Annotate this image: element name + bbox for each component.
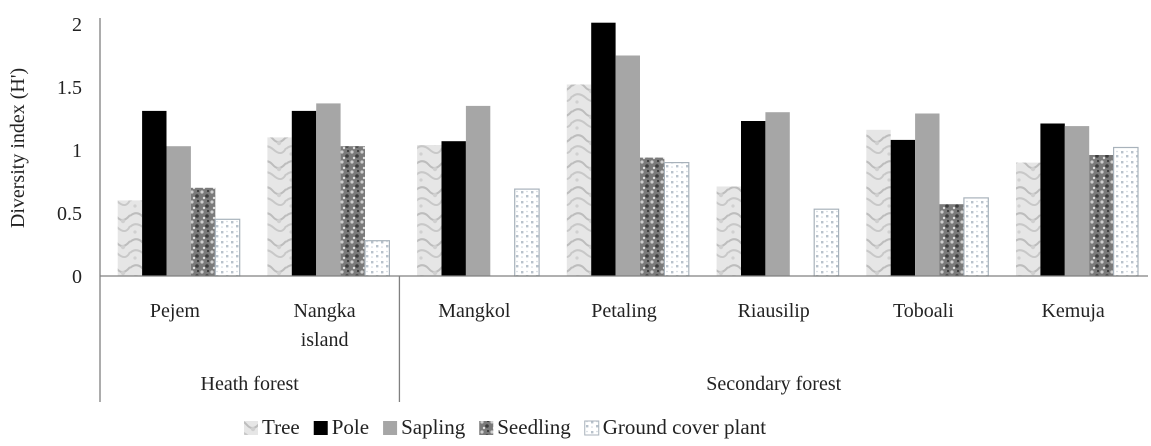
legend-swatch-tree	[244, 421, 258, 435]
bar-tree	[417, 145, 442, 276]
y-axis-title: Diversity index (H')	[7, 68, 29, 228]
bar-ground	[663, 162, 690, 277]
legend-swatch-ground	[584, 420, 600, 436]
bar-ground	[1112, 146, 1139, 277]
bar-pole	[441, 141, 466, 276]
bar-sapling	[166, 146, 191, 276]
category-label: island	[301, 329, 349, 351]
bar-sapling	[1064, 126, 1090, 276]
legend-swatch-pole	[313, 421, 328, 435]
category-label: Riausilip	[738, 300, 810, 322]
bar-pole	[291, 110, 317, 277]
bar-sapling	[765, 112, 790, 276]
bar-pole	[741, 121, 766, 276]
legend-label: Tree	[262, 415, 300, 439]
legend-label: Seedling	[497, 415, 571, 439]
series-sapling	[166, 55, 1090, 277]
bar-pole	[890, 139, 916, 276]
bar-seedling	[340, 146, 365, 276]
bar-seedling	[640, 157, 665, 276]
bar-tree	[566, 84, 592, 276]
category-label: Petaling	[591, 300, 657, 322]
legend-swatch-seedling	[479, 421, 494, 435]
bar-ground	[963, 197, 989, 277]
legend-label: Ground cover plant	[603, 415, 766, 439]
bar-ground	[214, 218, 241, 277]
series-seedling	[190, 146, 1114, 276]
legend-label: Pole	[332, 415, 369, 439]
bar-seedling	[1089, 155, 1114, 276]
series-ground	[214, 146, 1139, 277]
bar-sapling	[316, 103, 341, 277]
legend: Tree Pole Sapling Seedling Ground cover plan…	[244, 415, 766, 439]
bar-tree	[716, 186, 741, 276]
category-label: Toboali	[893, 300, 954, 322]
category-label: Mangkol	[438, 300, 511, 322]
bar-tree	[1016, 162, 1041, 276]
category-label: Nangka	[293, 300, 355, 322]
y-tick-label: 2	[72, 14, 82, 36]
bar-seedling	[939, 204, 964, 276]
bar-pole	[1040, 123, 1065, 276]
group-label: Secondary forest	[706, 373, 841, 395]
bar-ground	[813, 208, 840, 277]
bar-sapling	[615, 55, 640, 276]
y-tick-label: 1.5	[57, 77, 82, 99]
bar-tree	[117, 200, 143, 276]
y-tick-label: 0	[72, 266, 82, 288]
y-axis-ticks: 0 0.5 1 1.5 2	[57, 14, 82, 288]
y-tick-label: 1	[72, 140, 82, 162]
group-label: Heath forest	[201, 373, 300, 395]
legend-label: Sapling	[401, 415, 466, 439]
category-label: Pejem	[150, 300, 200, 322]
bar-sapling	[915, 113, 940, 276]
bar-ground	[514, 188, 540, 277]
bars	[117, 22, 1139, 277]
y-tick-label: 0.5	[57, 203, 82, 225]
bar-sapling	[465, 105, 491, 277]
legend-swatch-sapling	[383, 421, 398, 435]
bar-seedling	[190, 187, 216, 276]
series-pole	[142, 22, 1065, 277]
x-axis-labels: Pejem Nangka island Mangkol Petaling Riausili…	[150, 300, 1105, 395]
bar-pole	[142, 110, 167, 277]
bar-pole	[591, 22, 616, 277]
bar-ground	[364, 240, 390, 277]
bar-tree	[866, 129, 891, 276]
category-label: Kemuja	[1041, 300, 1104, 322]
axes	[99, 18, 1148, 402]
series-tree	[117, 84, 1041, 276]
bar-tree	[267, 137, 292, 276]
